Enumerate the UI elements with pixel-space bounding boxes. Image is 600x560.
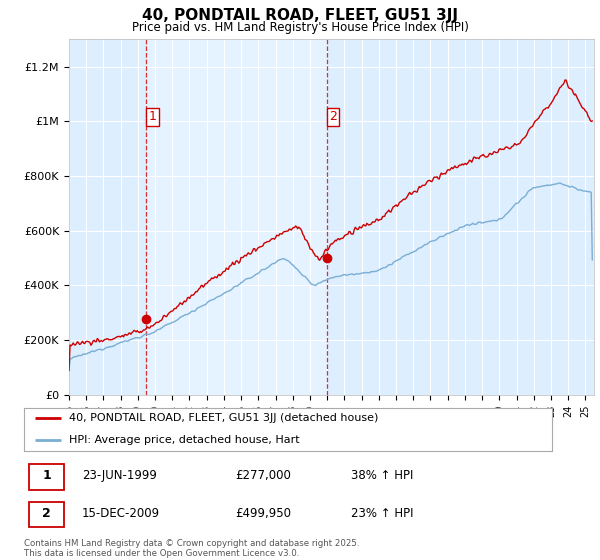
Text: 23-JUN-1999: 23-JUN-1999: [82, 469, 157, 482]
Text: 2: 2: [329, 110, 337, 123]
Text: £499,950: £499,950: [235, 507, 291, 520]
Bar: [146, 39, 326, 395]
Text: 2: 2: [43, 507, 51, 520]
Text: Price paid vs. HM Land Registry's House Price Index (HPI): Price paid vs. HM Land Registry's House …: [131, 21, 469, 34]
Text: £277,000: £277,000: [235, 469, 291, 482]
Text: HPI: Average price, detached house, Hart: HPI: Average price, detached house, Hart: [69, 435, 299, 445]
Text: 1: 1: [43, 469, 51, 482]
Text: 15-DEC-2009: 15-DEC-2009: [82, 507, 160, 520]
Text: 1: 1: [149, 110, 157, 123]
Text: 38% ↑ HPI: 38% ↑ HPI: [352, 469, 414, 482]
FancyBboxPatch shape: [29, 502, 64, 528]
Text: 40, PONDTAIL ROAD, FLEET, GU51 3JJ (detached house): 40, PONDTAIL ROAD, FLEET, GU51 3JJ (deta…: [69, 413, 378, 423]
Text: 40, PONDTAIL ROAD, FLEET, GU51 3JJ: 40, PONDTAIL ROAD, FLEET, GU51 3JJ: [142, 8, 458, 24]
Text: Contains HM Land Registry data © Crown copyright and database right 2025.
This d: Contains HM Land Registry data © Crown c…: [24, 539, 359, 558]
FancyBboxPatch shape: [29, 464, 64, 490]
Text: 23% ↑ HPI: 23% ↑ HPI: [352, 507, 414, 520]
